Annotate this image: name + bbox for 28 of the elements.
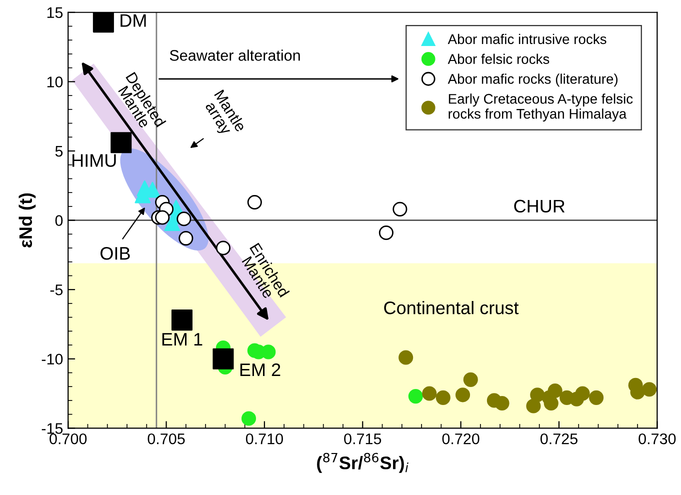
annotation: OIB bbox=[100, 246, 130, 260]
y-tick-label: -15 bbox=[42, 423, 63, 434]
x-axis-title: ($^{87}$Sr/$^{86}$Sr)$_{i}$ bbox=[317, 452, 408, 473]
band-label: Continental crust bbox=[384, 301, 519, 314]
y-tick-label: 0 bbox=[55, 215, 63, 226]
annotation: EM 2 bbox=[240, 363, 280, 376]
y-axis-title: εNd (t) bbox=[18, 193, 36, 248]
y-tick-label: -5 bbox=[50, 284, 63, 296]
x-tick-label: 0.710 bbox=[246, 433, 283, 444]
ref-line-label: CHUR bbox=[514, 200, 565, 213]
y-tick-label: -10 bbox=[42, 354, 63, 365]
x-tick-label: 0.730 bbox=[638, 433, 676, 444]
annotation: HIMU bbox=[72, 154, 116, 167]
annotation: DM bbox=[120, 14, 146, 27]
legend-label: Abor felsic rocks bbox=[448, 54, 550, 64]
legend-label: Abor mafic intrusive rocks bbox=[448, 34, 606, 44]
x-tick-label: 0.700 bbox=[50, 433, 87, 444]
legend-label: Abor mafic rocks (literature) bbox=[448, 74, 618, 87]
x-tick-label: 0.705 bbox=[148, 433, 185, 444]
y-tick-label: 10 bbox=[47, 76, 63, 88]
annotation: Seawater alteration bbox=[170, 50, 300, 61]
legend-label: Early Cretaceous A-type felsic rocks from Tethyan Himalaya bbox=[448, 94, 633, 122]
x-tick-label: 0.715 bbox=[344, 433, 382, 444]
x-tick-label: 0.725 bbox=[540, 433, 578, 444]
y-tick-label: 5 bbox=[55, 146, 63, 157]
x-tick-label: 0.720 bbox=[442, 433, 480, 444]
annotation: EM 1 bbox=[162, 333, 202, 346]
y-tick-label: 15 bbox=[47, 7, 63, 18]
